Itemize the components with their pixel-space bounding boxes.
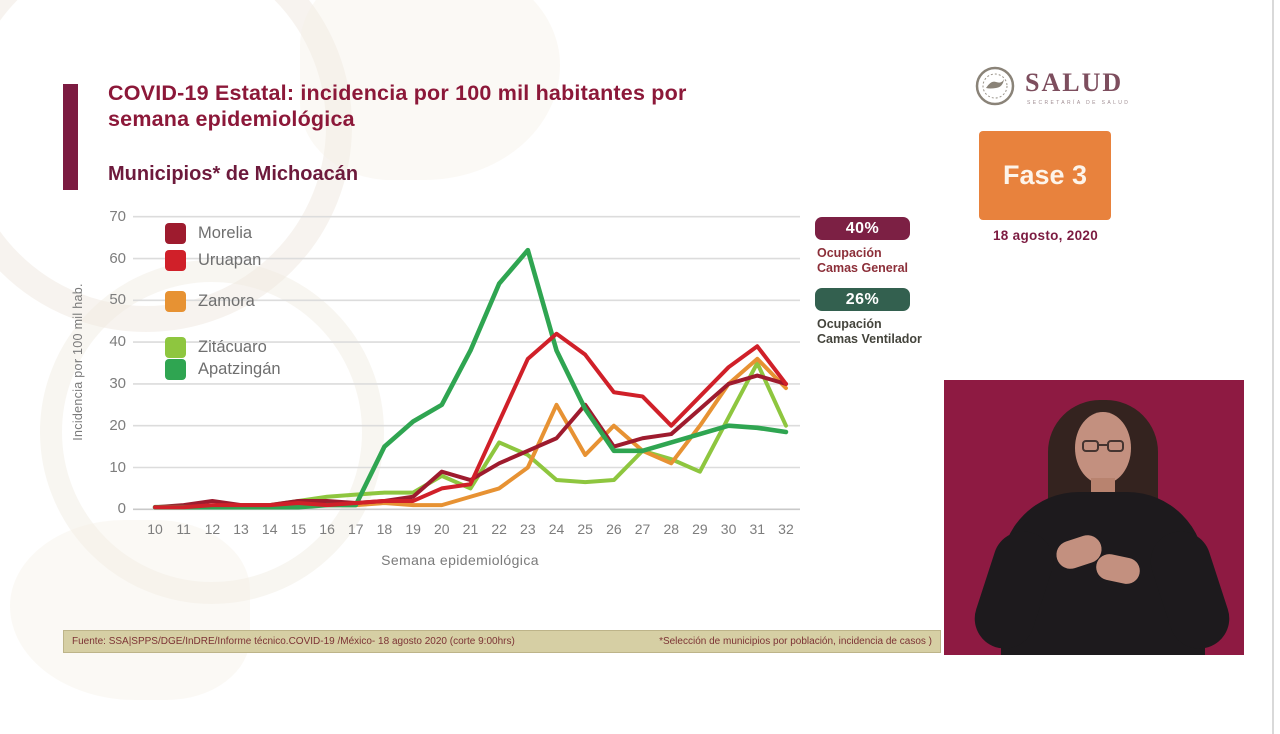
beds-ventilator-caption: Ocupación Camas Ventilador bbox=[817, 317, 922, 346]
y-tick-label: 40 bbox=[109, 333, 126, 351]
interpreter-video bbox=[944, 380, 1244, 655]
x-tick-label: 28 bbox=[663, 521, 680, 537]
x-tick-label: 26 bbox=[606, 521, 622, 537]
footer-source: Fuente: SSA|SPPS/DGE/InDRE/Informe técni… bbox=[72, 636, 515, 647]
video-edge-line bbox=[1272, 0, 1274, 734]
footer-note: *Selección de municipios por población, … bbox=[659, 636, 932, 647]
y-tick-label: 50 bbox=[109, 291, 126, 309]
x-tick-label: 27 bbox=[634, 521, 651, 537]
y-tick-label: 0 bbox=[117, 500, 126, 518]
x-tick-label: 23 bbox=[520, 521, 536, 537]
series-line-zamora bbox=[153, 356, 788, 510]
series-line-morelia bbox=[153, 373, 788, 510]
salud-sub-text: SECRETARÍA DE SALUD bbox=[1027, 100, 1131, 106]
x-tick-label: 19 bbox=[405, 521, 421, 537]
x-tick-label: 14 bbox=[261, 521, 278, 537]
x-tick-label: 22 bbox=[491, 521, 507, 537]
chart-subtitle: Municipios* de Michoacán bbox=[108, 163, 359, 185]
y-tick-label: 30 bbox=[109, 374, 126, 392]
x-tick-label: 29 bbox=[692, 521, 708, 537]
beds-general-value: 40% bbox=[845, 219, 880, 237]
beds-ventilator-value: 26% bbox=[845, 290, 880, 308]
beds-general-badge: 40% bbox=[815, 217, 910, 240]
legend-item-apatzingán: Apatzingán bbox=[165, 358, 281, 380]
x-tick-label: 15 bbox=[290, 521, 307, 537]
background-pattern bbox=[10, 520, 250, 700]
series-line-zitácuaro bbox=[153, 361, 788, 510]
x-axis-title: Semana epidemiológica bbox=[381, 552, 539, 568]
legend-item-uruapan: Uruapan bbox=[165, 249, 261, 271]
x-tick-label: 12 bbox=[204, 521, 221, 537]
x-tick-label: 20 bbox=[434, 521, 450, 537]
page-title: COVID-19 Estatal: incidencia por 100 mil… bbox=[108, 80, 868, 132]
title-line-2: semana epidemiológica bbox=[108, 107, 355, 131]
y-tick-label: 70 bbox=[109, 207, 126, 225]
y-tick-label: 20 bbox=[109, 416, 126, 434]
x-tick-label: 25 bbox=[577, 521, 593, 537]
title-accent-bar bbox=[63, 84, 78, 190]
x-tick-label: 30 bbox=[720, 521, 737, 537]
legend-label: Apatzingán bbox=[198, 359, 281, 378]
legend-swatch-icon bbox=[165, 222, 186, 244]
x-tick-label: 21 bbox=[462, 521, 479, 537]
legend-swatch-icon bbox=[165, 249, 186, 271]
legend-swatch-icon bbox=[165, 336, 186, 358]
legend-item-zamora: Zamora bbox=[165, 290, 255, 312]
y-tick-label: 60 bbox=[109, 249, 126, 267]
x-tick-label: 18 bbox=[376, 521, 393, 537]
legend-item-zitácuaro: Zitácuaro bbox=[165, 336, 267, 358]
legend-swatch-icon bbox=[165, 290, 186, 312]
x-tick-label: 11 bbox=[176, 521, 191, 537]
x-tick-label: 13 bbox=[233, 521, 249, 537]
legend-label: Zitácuaro bbox=[198, 337, 267, 356]
x-tick-label: 16 bbox=[319, 521, 335, 537]
legend-label: Uruapan bbox=[198, 250, 262, 269]
fase-3-label: Fase 3 bbox=[1002, 160, 1088, 190]
x-tick-label: 32 bbox=[778, 521, 794, 537]
x-tick-label: 24 bbox=[548, 521, 565, 537]
x-tick-label: 31 bbox=[749, 521, 766, 537]
date-label: 18 agosto, 2020 bbox=[992, 228, 1099, 243]
fase-3-box: Fase 3 bbox=[979, 131, 1111, 220]
x-tick-label: 10 bbox=[147, 521, 163, 537]
y-axis-title: Incidencia por 100 mil hab. bbox=[71, 283, 85, 441]
beds-general-caption: Ocupación Camas General bbox=[817, 246, 909, 275]
x-tick-label: 17 bbox=[347, 521, 364, 537]
government-seal-icon bbox=[975, 66, 1015, 106]
legend-label: Zamora bbox=[198, 291, 255, 310]
beds-ventilator-badge: 26% bbox=[815, 288, 910, 311]
salud-wordmark: SALUD bbox=[1025, 68, 1124, 97]
title-line-1: COVID-19 Estatal: incidencia por 100 mil… bbox=[108, 81, 687, 105]
legend-label: Morelia bbox=[198, 223, 253, 242]
legend-swatch-icon bbox=[165, 358, 186, 380]
y-tick-label: 10 bbox=[109, 458, 126, 476]
glasses-icon bbox=[1080, 440, 1126, 453]
footer-bar: Fuente: SSA|SPPS/DGE/InDRE/Informe técni… bbox=[63, 630, 941, 653]
legend-item-morelia: Morelia bbox=[165, 222, 252, 244]
salud-logo: SALUD SECRETARÍA DE SALUD bbox=[975, 64, 1195, 112]
